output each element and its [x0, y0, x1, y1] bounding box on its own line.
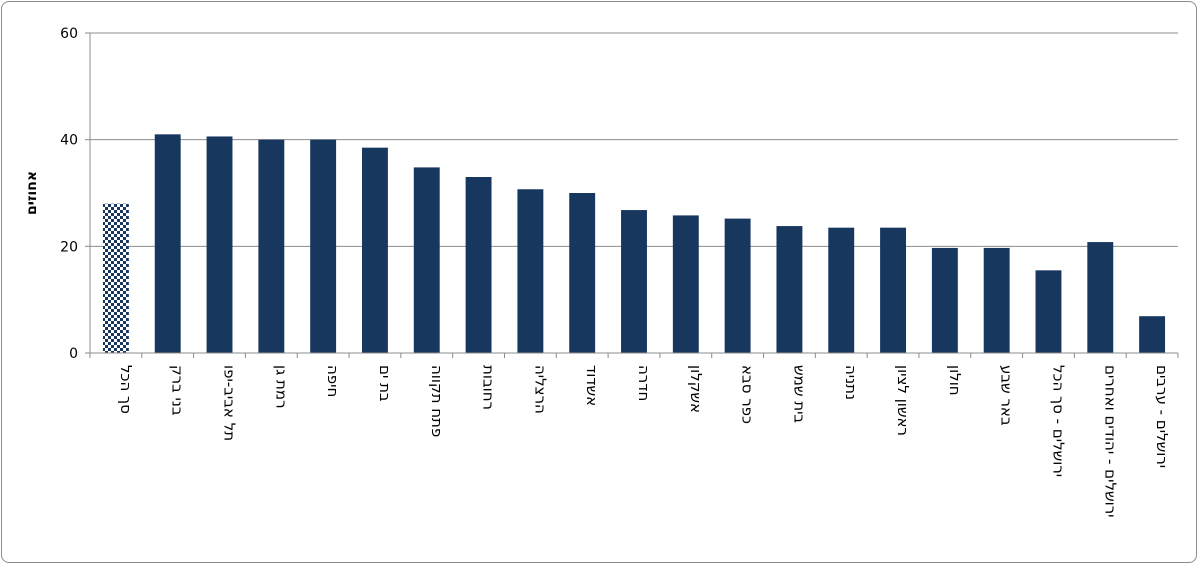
x-tick-label: חיפה	[324, 365, 342, 397]
x-tick-label: נתניה	[842, 365, 860, 400]
bar	[931, 247, 958, 353]
y-axis-label: אחוזים	[24, 171, 40, 215]
bar	[258, 139, 285, 353]
bar	[983, 247, 1010, 353]
bar	[1087, 242, 1114, 353]
x-tick-label: אשקלון	[687, 365, 705, 413]
x-tick-label: כפר סבא	[739, 365, 757, 424]
x-tick-label: פתח תקווה	[428, 365, 446, 437]
bar	[724, 218, 751, 353]
x-tick-label: ירושלים - סך הכל	[1049, 365, 1067, 477]
x-tick-label: בני ברק	[169, 365, 187, 416]
x-tick-label: תל אביב-יפו	[221, 365, 239, 441]
x-tick-label: ראשון לציון	[894, 365, 912, 436]
x-tick-labels: סך הכל בני ברק תל אביב-יפו רמת גן חיפה בת ים פ…	[117, 365, 1171, 518]
x-tick-label: הרצליה	[531, 365, 549, 414]
bar	[310, 139, 337, 353]
bar	[206, 136, 233, 353]
x-tick-label: ירושלים - ערבים	[1153, 365, 1171, 468]
bar	[776, 226, 803, 353]
bar	[880, 227, 906, 353]
bar	[621, 210, 647, 353]
bar	[569, 193, 596, 353]
bar	[154, 134, 181, 353]
x-tick-label: סך הכל	[117, 365, 135, 414]
x-tick-label: ירושלים - יהודים ואחרים	[1101, 365, 1119, 518]
bar	[517, 189, 544, 353]
bar-total-highlight	[102, 203, 129, 353]
x-tick-label: חדרה	[635, 365, 653, 401]
bar	[828, 227, 855, 353]
x-tick-label: רמת גן	[272, 365, 290, 409]
y-tick-labels: 0 20 40 60	[60, 26, 78, 362]
bar	[672, 215, 699, 353]
y-tick-label: 20	[60, 239, 78, 255]
bar	[413, 167, 440, 353]
x-tick-label: בת ים	[376, 365, 394, 402]
bars	[102, 134, 1166, 353]
bar	[465, 177, 492, 353]
y-tick-label: 60	[60, 26, 78, 42]
x-tick-label: באר שבע	[998, 365, 1016, 426]
bar	[1035, 270, 1062, 353]
axes	[85, 32, 1179, 358]
bar	[1139, 316, 1166, 353]
x-tick-label: חולון	[946, 365, 964, 396]
x-tick-label: אשדוד	[583, 365, 601, 406]
bar	[362, 147, 388, 353]
y-tick-label: 40	[60, 133, 78, 149]
y-tick-label: 0	[69, 346, 78, 362]
x-tick-label: בית שמש	[790, 365, 808, 423]
x-tick-label: רחובות	[480, 365, 498, 410]
